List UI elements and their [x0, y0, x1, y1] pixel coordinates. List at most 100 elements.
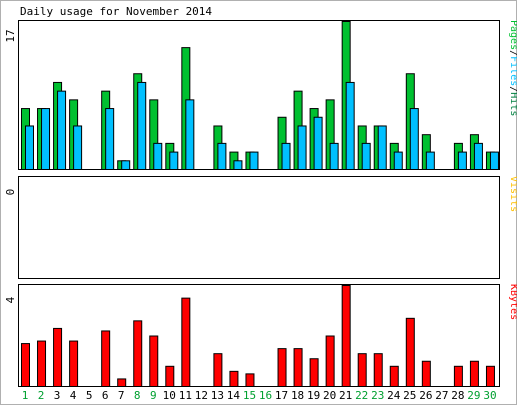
x-tick-label: 4 [70, 389, 77, 402]
bar-kbytes-day-7 [117, 378, 127, 387]
x-tick-label: 12 [195, 389, 208, 402]
x-tick-label: 18 [291, 389, 304, 402]
bar-files-day-22 [361, 142, 371, 171]
y-max-label: 0 [4, 189, 17, 196]
bar-files-day-3 [57, 90, 67, 170]
bar-files-day-24 [393, 151, 403, 171]
bar-files-day-6 [105, 108, 115, 170]
bar-files-day-15 [249, 151, 259, 171]
bar-kbytes-day-29 [469, 360, 479, 387]
x-tick-label: 24 [387, 389, 401, 402]
x-tick-label: 1 [22, 389, 29, 402]
legend: KBytes [508, 284, 517, 320]
x-tick-label: 27 [435, 389, 448, 402]
x-tick-label: 6 [102, 389, 109, 402]
legend-entry: / [508, 50, 517, 56]
x-tick-label: 26 [419, 389, 432, 402]
x-tick-label: 14 [227, 389, 241, 402]
x-tick-label: 17 [275, 389, 288, 402]
bar-files-day-7 [121, 160, 131, 170]
bar-kbytes-day-17 [277, 348, 287, 387]
x-tick-label: 13 [211, 389, 224, 402]
bar-kbytes-day-22 [357, 353, 367, 387]
bar-kbytes-day-13 [213, 353, 223, 387]
x-tick-label: 22 [355, 389, 368, 402]
x-tick-label: 10 [163, 389, 176, 402]
bar-kbytes-day-3 [53, 327, 63, 387]
y-max-label: 4 [4, 296, 17, 303]
x-tick-label: 3 [54, 389, 61, 402]
bar-files-day-26 [425, 151, 435, 171]
bar-files-day-10 [169, 151, 179, 171]
bar-kbytes-day-9 [149, 335, 159, 387]
plot-frame [18, 20, 500, 170]
legend-entry: Visits [508, 176, 517, 212]
x-tick-label: 2 [38, 389, 45, 402]
bar-files-day-13 [217, 142, 227, 171]
bar-kbytes-day-6 [101, 330, 111, 388]
bar-kbytes-day-25 [405, 317, 415, 388]
x-tick-label: 16 [259, 389, 272, 402]
x-tick-label: 23 [371, 389, 384, 402]
x-tick-label: 21 [339, 389, 352, 402]
x-tick-label: 29 [467, 389, 480, 402]
x-tick-label: 25 [403, 389, 416, 402]
x-tick-label: 19 [307, 389, 320, 402]
legend-entry: Files [508, 56, 517, 86]
bar-files-day-29 [473, 142, 483, 171]
legend-entry: / [508, 86, 517, 92]
bar-files-day-2 [41, 108, 51, 170]
bar-kbytes-day-14 [229, 370, 239, 388]
bar-files-day-8 [137, 81, 147, 170]
x-tick-label: 20 [323, 389, 336, 402]
bar-files-day-11 [185, 99, 195, 170]
x-tick-label: 7 [118, 389, 125, 402]
x-tick-label: 15 [243, 389, 256, 402]
legend: Pages/Files/Hits [508, 20, 517, 116]
x-tick-label: 11 [179, 389, 192, 402]
chart-title: Daily usage for November 2014 [20, 5, 212, 18]
plot-frame [18, 176, 500, 279]
bar-files-day-9 [153, 142, 163, 171]
bar-kbytes-day-21 [341, 285, 351, 387]
bar-kbytes-day-28 [453, 365, 463, 387]
daily-visits-panel: 0 Visits [4, 176, 517, 279]
bar-files-day-25 [409, 108, 419, 170]
bar-files-day-20 [329, 142, 339, 171]
x-tick-label: 28 [451, 389, 464, 402]
legend: Visits [508, 176, 517, 212]
x-tick-label: 30 [483, 389, 496, 402]
bar-kbytes-day-20 [325, 335, 335, 387]
bar-files-day-21 [345, 81, 355, 170]
y-max-label: 17 [4, 29, 17, 42]
bar-files-day-18 [297, 125, 307, 170]
bar-kbytes-day-11 [181, 297, 191, 387]
bar-kbytes-day-1 [21, 343, 30, 388]
x-tick-label: 5 [86, 389, 93, 402]
bar-kbytes-day-8 [133, 320, 143, 388]
bar-kbytes-day-30 [485, 365, 495, 387]
plot-frame [18, 284, 500, 387]
legend-entry: Hits [508, 92, 517, 116]
bar-kbytes-day-23 [373, 353, 383, 387]
bar-files-day-1 [25, 125, 34, 170]
bar-kbytes-day-2 [37, 340, 47, 387]
bar-files-day-19 [313, 116, 323, 171]
bar-files-day-23 [377, 125, 387, 170]
bar-files-day-14 [233, 160, 243, 170]
bar-kbytes-day-19 [309, 358, 319, 388]
bar-files-day-28 [457, 151, 467, 171]
x-tick-label: 9 [150, 389, 157, 402]
bar-files-day-30 [489, 151, 499, 171]
bar-kbytes-day-10 [165, 365, 175, 387]
bar-kbytes-day-15 [245, 373, 255, 387]
bar-files-day-4 [73, 125, 83, 170]
bar-files-day-17 [281, 142, 291, 171]
legend-entry: Pages [508, 20, 517, 50]
bar-kbytes-day-24 [389, 365, 399, 387]
